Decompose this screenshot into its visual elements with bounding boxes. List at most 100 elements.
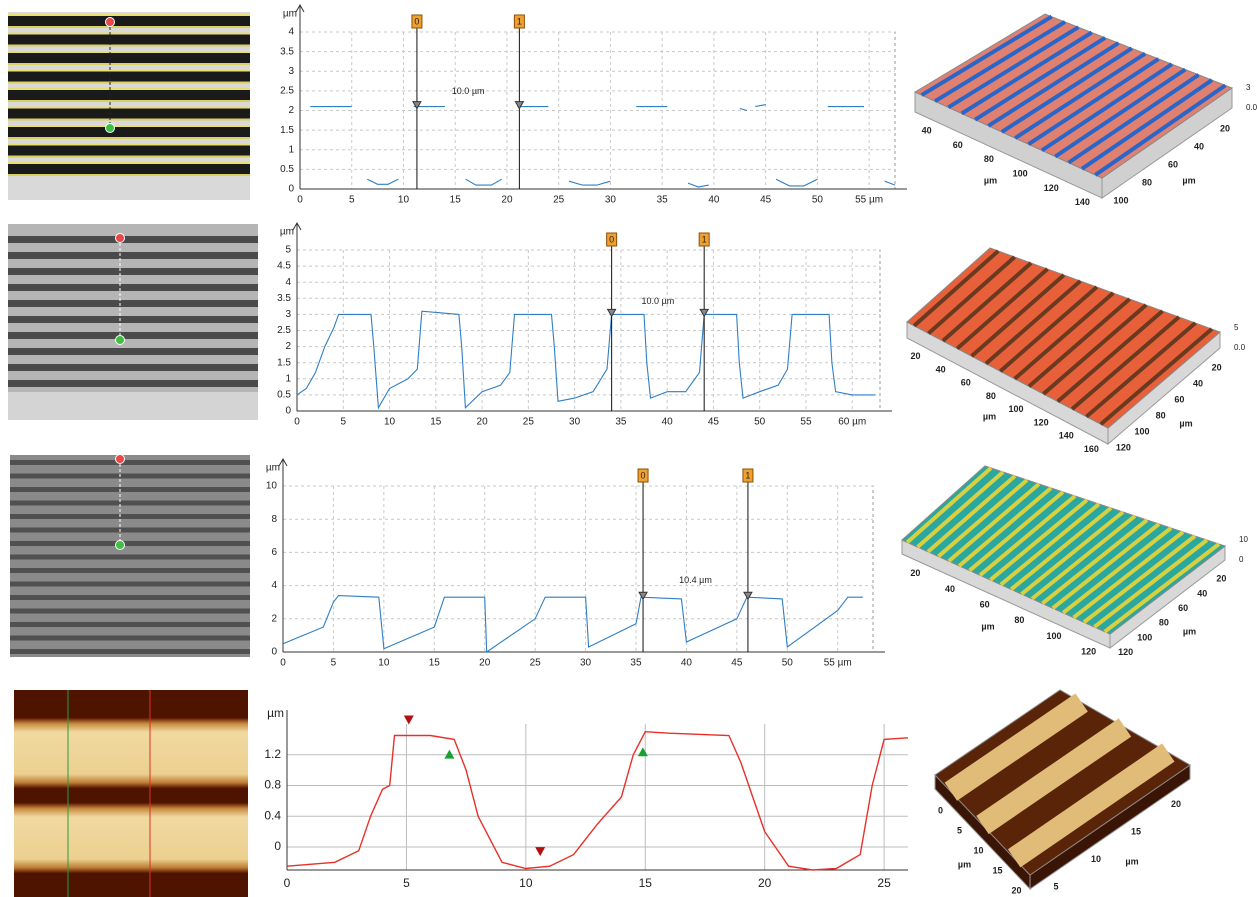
x-tick-label: 35 [615, 417, 627, 428]
stripe-edge [8, 51, 250, 53]
ridge [989, 498, 1089, 582]
stripe [8, 164, 250, 174]
y-tick-label: 0.5 [277, 390, 291, 401]
stripe [8, 145, 250, 156]
probe-end [115, 540, 125, 550]
view-tick-label: 100 [1137, 632, 1152, 642]
ridge [1093, 538, 1209, 629]
stripe [8, 71, 250, 82]
section-marker [403, 715, 414, 725]
stripe-edge [8, 26, 250, 28]
y-tick-label: 3 [285, 309, 291, 320]
stripe [8, 364, 258, 371]
y-axis-label: µm [283, 9, 297, 20]
view-tick-label: 5 [1053, 882, 1058, 892]
y-tick-label: 2 [271, 613, 277, 624]
view-tick-label: 100 [1134, 426, 1149, 436]
x-tick-label: 5 [331, 658, 337, 669]
ridge [926, 474, 1017, 554]
cursor-label: 0 [609, 234, 614, 244]
x-tick-label: 5 [403, 876, 410, 890]
x-tick-label: 45 [708, 417, 720, 428]
view-tick-label: 120 [1116, 442, 1131, 452]
stripe-edge [8, 118, 250, 121]
stripe [8, 268, 258, 275]
stripe [10, 595, 250, 600]
ridge [905, 466, 993, 544]
y-tick-label: 0 [271, 647, 277, 658]
view-tick-label: 140 [1075, 197, 1090, 207]
view-unit: µm [984, 175, 997, 185]
view-tick-label: 40 [945, 584, 955, 594]
view-unit: µm [1182, 175, 1195, 185]
cursor-handle [637, 468, 649, 483]
x-tick-label: 30 [605, 195, 617, 206]
surface-view: 40 60 80 100 120 140 100 80 60 40 20 µm µm 0.0 3 [913, 13, 1257, 207]
stripe [8, 380, 258, 387]
cursor-marker [638, 591, 648, 601]
ridge [1007, 743, 1175, 868]
y-tick-label: 0 [285, 406, 291, 417]
ridge [1000, 46, 1133, 134]
x-tick-label: 55 µm [855, 195, 883, 206]
view-unit: µm [958, 859, 971, 869]
y-tick-label: 3.5 [280, 46, 294, 57]
ridge [1014, 51, 1147, 140]
profile-chart: 00.511.522.533.540 5 10 15 20 25 30 35 40 45 50 55 … [280, 3, 907, 206]
stripe [10, 635, 250, 641]
section-marker [444, 749, 455, 759]
ridge [944, 693, 1088, 801]
x-tick-label: 60 µm [838, 417, 866, 428]
ridge [1094, 83, 1227, 177]
y-axis-label: µm [267, 706, 284, 720]
stripe [8, 252, 258, 259]
stripe [8, 127, 250, 137]
profile-chart: 0 0.4 0.8 1.2 0 5 10 15 20 25 µm [264, 706, 909, 890]
view-tick-label: 60 [1178, 603, 1188, 613]
stripe-edge [8, 125, 250, 127]
x-tick-label: 10 [519, 876, 533, 890]
axis-arrow [278, 457, 288, 467]
stripe-edge [8, 14, 250, 16]
stripe [10, 460, 250, 465]
view-tick-label: 80 [1159, 618, 1169, 628]
y-tick-label: 0.4 [264, 808, 281, 822]
ridge [1070, 315, 1181, 411]
probe-start [115, 454, 125, 464]
x-tick-label: 15 [450, 195, 462, 206]
profile-chart: 00.511.522.533.544.550 5 10 15 20 25 30 35 40 45 5… [277, 221, 892, 428]
x-tick-label: 10 [378, 658, 390, 669]
stripe-edge [8, 100, 250, 102]
y-tick-label: 10 [266, 481, 278, 492]
view-tick-label: 60 [980, 600, 990, 610]
y-tick-label: 0 [288, 184, 294, 195]
ridge [937, 478, 1029, 558]
x-tick-label: 30 [569, 417, 581, 428]
view-tick-label: 60 [961, 378, 971, 388]
surface-view: 20 40 60 80 100 120 120 100 80 60 40 20 µm µm 0 10 [901, 465, 1248, 657]
view-z-label: 10 [1239, 535, 1248, 544]
y-axis-label: µm [280, 227, 294, 238]
stripe [8, 316, 258, 323]
ridge [968, 490, 1065, 573]
y-tick-label: 0 [274, 839, 281, 853]
view-tick-label: 160 [1084, 444, 1099, 454]
annotation: 10.0 µm [642, 296, 675, 306]
view-tick-label: 5 [957, 825, 962, 835]
view-tick-label: 40 [936, 364, 946, 374]
ridge [941, 261, 1033, 343]
ridge [947, 25, 1080, 110]
x-tick-label: 40 [681, 658, 693, 669]
x-tick-label: 20 [477, 417, 489, 428]
view-tick-label: 100 [1113, 195, 1128, 205]
surface-view: 0 5 10 15 20 5 10 15 20 µm µm [934, 689, 1191, 895]
view-tick-label: 60 [1174, 394, 1184, 404]
y-tick-label: 1.5 [280, 125, 294, 136]
axis-arrow [295, 3, 305, 13]
cursor-marker [412, 101, 422, 110]
profile-line [286, 730, 909, 871]
stripe [8, 236, 258, 243]
plot-frame [296, 249, 881, 412]
view-tick-label: 20 [1171, 799, 1181, 809]
